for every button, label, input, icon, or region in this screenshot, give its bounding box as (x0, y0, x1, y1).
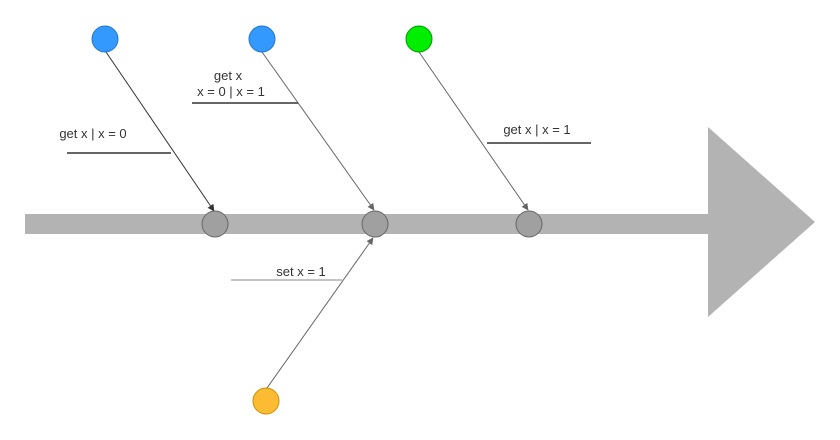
middle-read-label-line2: x = 0 | x = 1 (197, 84, 265, 99)
event-node-3[interactable] (515, 210, 543, 238)
write-label: set x = 1 (276, 264, 326, 279)
reader-1-node[interactable] (91, 25, 119, 53)
middle-read-label-line1: get x (214, 68, 243, 83)
timeline-arrowhead (708, 127, 815, 317)
read-connector-3 (418, 51, 529, 211)
event-node-2[interactable] (361, 210, 389, 238)
read-connector-2 (261, 51, 375, 211)
read-connector-1 (105, 51, 215, 212)
write-connector (266, 237, 374, 389)
right-read-label: get x | x = 1 (503, 122, 570, 137)
reader-3-node[interactable] (405, 25, 433, 53)
event-node-1[interactable] (201, 210, 229, 238)
left-read-label: get x | x = 0 (59, 126, 126, 141)
writer-node[interactable] (252, 387, 280, 415)
reader-2-node[interactable] (248, 25, 276, 53)
